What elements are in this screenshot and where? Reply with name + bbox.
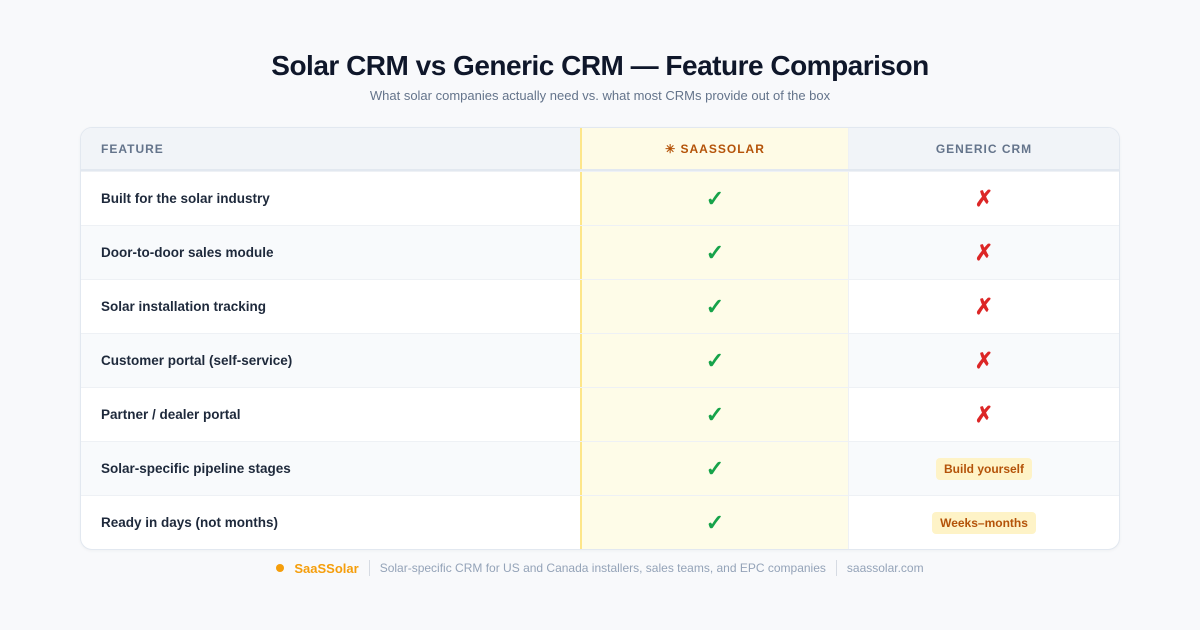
status-icon: ✓	[705, 401, 725, 427]
brand: SaaSSolar	[294, 560, 359, 576]
table-cell: ✓	[580, 172, 849, 225]
status-icon: ✓	[705, 509, 725, 535]
status-icon: ✓	[705, 185, 725, 211]
table-row: Ready in days (not months) ✓ Weeks–months	[81, 495, 1119, 549]
table-row: Customer portal (self-service) ✓ ✗	[81, 333, 1119, 387]
table-row: Partner / dealer portal ✓ ✗	[81, 387, 1119, 441]
table-cell: Weeks–months	[849, 496, 1119, 549]
table-cell: ✓	[580, 280, 849, 333]
table-cell: ✓	[580, 388, 849, 441]
table-cell: ✓	[580, 334, 849, 387]
table-cell: Customer portal (self-service)	[101, 353, 293, 368]
table-cell: ✗	[849, 172, 1119, 225]
table-cell: Partner / dealer portal	[101, 407, 241, 422]
status-icon: ✗	[974, 401, 994, 427]
table-row: Solar installation tracking ✓ ✗	[81, 279, 1119, 333]
brand-dot	[276, 564, 285, 572]
table-cell: Door-to-door sales module	[101, 245, 274, 260]
column-header: GENERIC CRM	[935, 141, 1033, 156]
table-cell: Build yourself	[849, 442, 1119, 495]
status-icon: ✓	[705, 239, 725, 265]
table-row: Solar-specific pipeline stages ✓ Build you…	[81, 441, 1119, 495]
table-cell: ✗	[849, 388, 1119, 441]
footer: SaaSSolar Solar-specific CRM for US and …	[0, 560, 1200, 576]
separator	[368, 560, 370, 576]
status-icon: ✓	[705, 293, 725, 319]
status-icon: ✗	[974, 239, 994, 265]
table-cell: ✓	[580, 226, 849, 279]
table-cell: ✗	[849, 334, 1119, 387]
status-icon: ✓	[705, 347, 725, 373]
status-icon: ✗	[974, 293, 994, 319]
url: saassolar.com	[846, 561, 924, 575]
column-header: ✳ SAASSOLAR	[580, 128, 849, 169]
table-cell: ✓	[580, 496, 849, 549]
table-cell: ✗	[849, 226, 1119, 279]
comparison-table: FEATURE ✳ SAASSOLAR GENERIC CRM Built fo…	[80, 127, 1120, 550]
column-header: FEATURE	[101, 141, 164, 156]
header-row: FEATURE ✳ SAASSOLAR GENERIC CRM	[81, 128, 1119, 171]
badge: Weeks–months	[932, 511, 1036, 534]
table-cell: Ready in days (not months)	[101, 515, 279, 530]
status-icon: ✗	[974, 185, 994, 211]
table-row: Door-to-door sales module ✓ ✗	[81, 225, 1119, 279]
table-cell: Built for the solar industry	[101, 191, 270, 206]
table-row: Built for the solar industry ✓ ✗	[81, 171, 1119, 225]
table-cell: ✗	[849, 280, 1119, 333]
title: Solar CRM vs Generic CRM — Feature Compa…	[271, 50, 929, 81]
subtitle: What solar companies actually need vs. w…	[369, 88, 831, 103]
badge: Build yourself	[935, 457, 1032, 480]
table-cell: Solar-specific pipeline stages	[101, 461, 291, 476]
tagline: Solar-specific CRM for US and Canada ins…	[379, 561, 826, 575]
table-cell: Solar installation tracking	[101, 299, 267, 314]
status-icon: ✗	[974, 347, 994, 373]
status-icon: ✓	[705, 455, 725, 481]
separator	[835, 560, 837, 576]
table-cell: ✓	[580, 442, 849, 495]
